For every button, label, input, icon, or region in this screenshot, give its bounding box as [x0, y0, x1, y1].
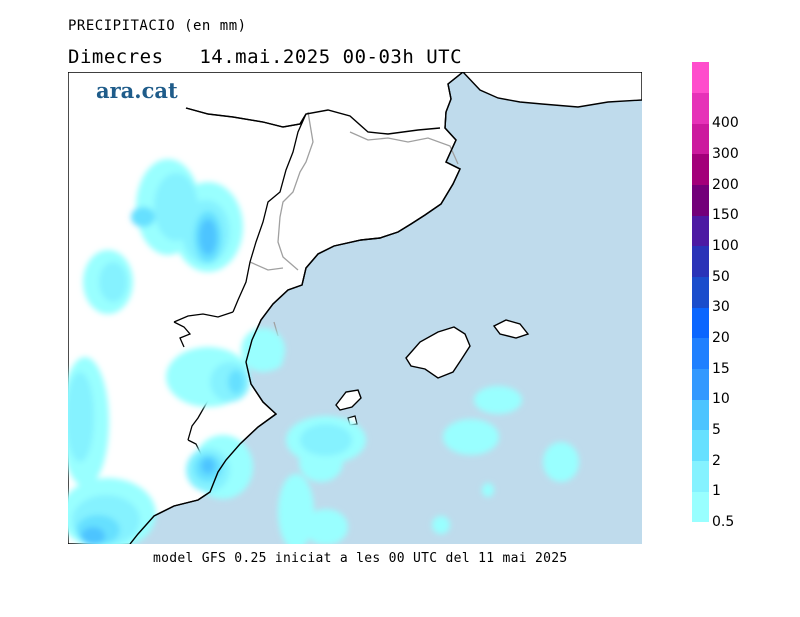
legend-swatch [692, 399, 709, 431]
legend-swatch [692, 184, 709, 216]
legend-swatch [692, 368, 709, 400]
legend-label: 0.5 [712, 514, 735, 530]
precipitation-field [68, 159, 579, 544]
legend-swatch [692, 491, 709, 523]
legend-label: 150 [712, 207, 739, 224]
legend-swatch [692, 307, 709, 339]
island-eivissa [335, 389, 362, 411]
precipitation-legend-bar [692, 62, 709, 523]
legend-swatch [692, 246, 709, 278]
model-run-caption: model GFS 0.25 iniciat a les 00 UTC del … [153, 551, 568, 566]
legend-label: 50 [712, 268, 730, 285]
top-edge-boundary [185, 107, 441, 135]
map-date-title: Dimecres 14.mai.2025 00-03h UTC [68, 46, 462, 68]
legend-swatch [692, 460, 709, 492]
legend-swatch [692, 123, 709, 155]
legend-label: 10 [712, 391, 730, 408]
legend-label: 20 [712, 330, 730, 346]
precipitation-map [68, 72, 642, 544]
legend-label: 2 [712, 452, 721, 469]
legend-label: 30 [712, 299, 730, 316]
legend-label: 1 [712, 483, 721, 500]
legend-swatch [692, 430, 709, 462]
legend-label: 15 [712, 360, 730, 377]
legend-swatch [692, 276, 709, 308]
legend-swatch [692, 154, 709, 186]
legend-label: 300 [712, 146, 739, 162]
border-lines [249, 111, 459, 337]
date-label: 14.mai.2025 [199, 46, 331, 68]
day-label: Dimecres [68, 46, 164, 68]
legend-swatch [692, 338, 709, 370]
coastline [129, 72, 464, 544]
time-range-label: 00-03h UTC [342, 46, 463, 68]
aracat-logo: ara.cat [96, 78, 178, 103]
map-variable-title: PRECIPITACIO (en mm) [68, 18, 247, 34]
legend-label: 400 [712, 115, 739, 132]
legend-swatch [692, 215, 709, 247]
legend-swatch [692, 62, 709, 94]
legend-label: 5 [712, 422, 721, 438]
island-menorca [492, 319, 530, 339]
land-north [462, 72, 642, 108]
legend-swatch [692, 92, 709, 124]
legend-label: 200 [712, 176, 739, 193]
legend-label: 100 [712, 238, 739, 254]
island-mallorca [405, 326, 471, 379]
